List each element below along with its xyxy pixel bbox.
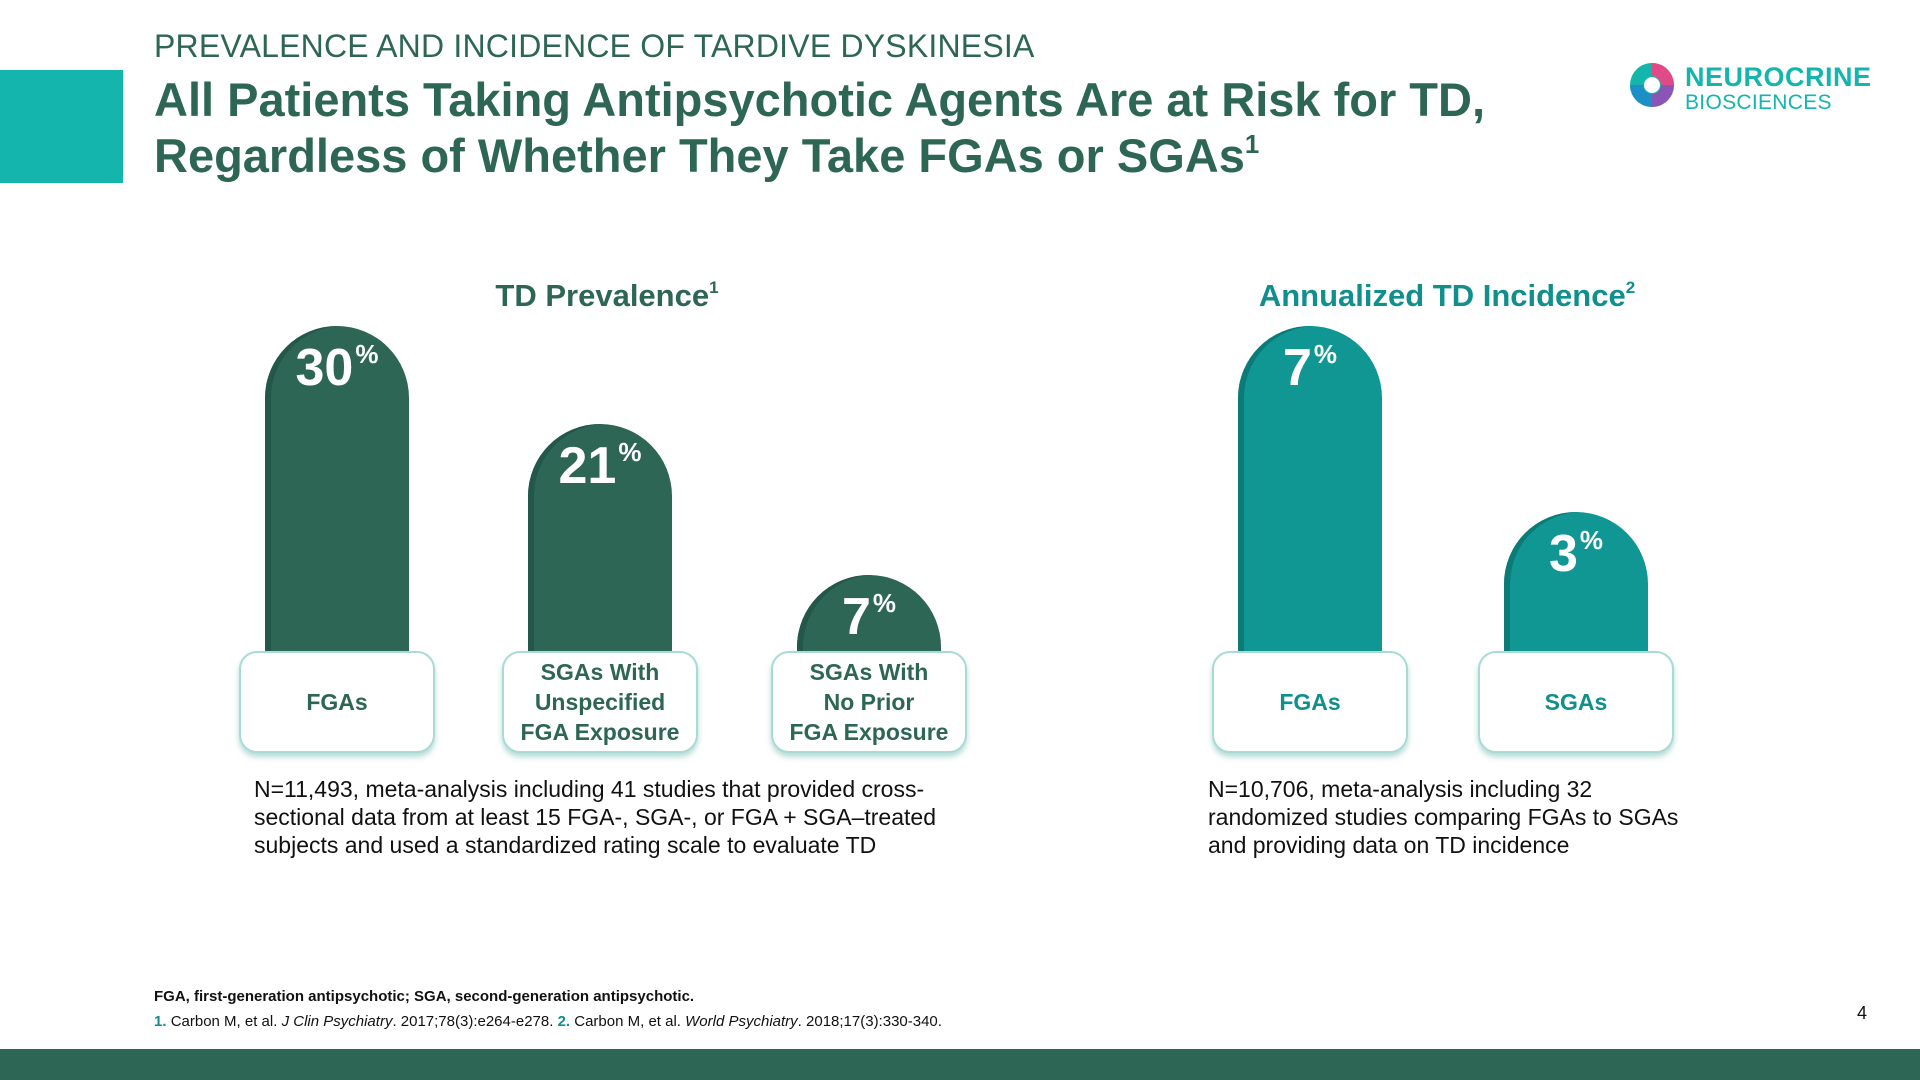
ref-2-details: . 2018;17(3):330-340. [797,1013,942,1030]
logo-subname: BIOSCIENCES [1685,91,1832,114]
left-category-sgas-unspecified-fga: SGAs With Unspecified FGA Exposure [502,651,698,753]
left-category-sgas-no-prior-fga: SGAs With No Prior FGA Exposure [771,651,967,753]
page-number: 4 [1857,1003,1868,1023]
accent-block [0,70,123,183]
chart-title-prevalence: TD Prevalence1 [495,278,719,313]
references: 1. Carbon M, et al. J Clin Psychiatry. 2… [154,1013,942,1030]
right-category-fgas: FGAs [1212,651,1408,753]
right-value-label-fgas: 7% [1282,339,1338,397]
left-value-label-sgas-unspecified-fga: 21% [558,436,642,495]
left-value-label-fgas: 30% [295,339,379,397]
left-bar-sgas-unspecified-fga [528,423,672,651]
right-bar-sgas [1504,511,1648,651]
right-category-sgas: SGAs [1478,651,1674,753]
ref-1-details: . 2017;78(3):e264-e278. [392,1013,558,1030]
abbreviations-footnote: FGA, first-generation antipsychotic; SGA… [154,988,695,1005]
chart-title-incidence: Annualized TD Incidence2 [1258,278,1636,313]
left-value-label-sgas-no-prior-fga: 7% [841,588,897,647]
ref-1-journal: J Clin Psychiatry [281,1013,393,1030]
slide-title: All Patients Taking Antipsychotic Agents… [154,72,1554,192]
incidence-footnote: 2 [1625,278,1636,298]
title-footnote: 1 [1244,130,1260,159]
swirl-logo-icon [1630,63,1674,107]
ref-2-number: 2. [557,1013,571,1030]
prevalence-footnote: 1 [709,278,719,298]
title-line-1: All Patients Taking Antipsychotic Agents… [154,73,1486,126]
prevalence-study-note: N=11,493, meta-analysis including 41 stu… [254,776,936,858]
left-bar-fgas [265,326,409,651]
logo-name: NEUROCRINE [1685,62,1872,92]
right-value-label-sgas: 3% [1548,524,1604,583]
left-category-fgas: FGAs [239,651,435,753]
ref-1-authors: Carbon M, et al. [170,1013,282,1030]
footer-bar [0,1049,1920,1080]
right-bar-fgas [1238,326,1382,651]
section-kicker: PREVALENCE AND INCIDENCE OF TARDIVE DYSK… [154,28,1035,64]
incidence-study-note: N=10,706, meta-analysis including 32 ran… [1208,776,1679,858]
title-line-2: Regardless of Whether They Take FGAs or … [154,129,1260,182]
ref-1-number: 1. [154,1013,167,1030]
ref-2-authors: Carbon M, et al. [574,1013,686,1030]
ref-2-journal: World Psychiatry [685,1013,798,1030]
